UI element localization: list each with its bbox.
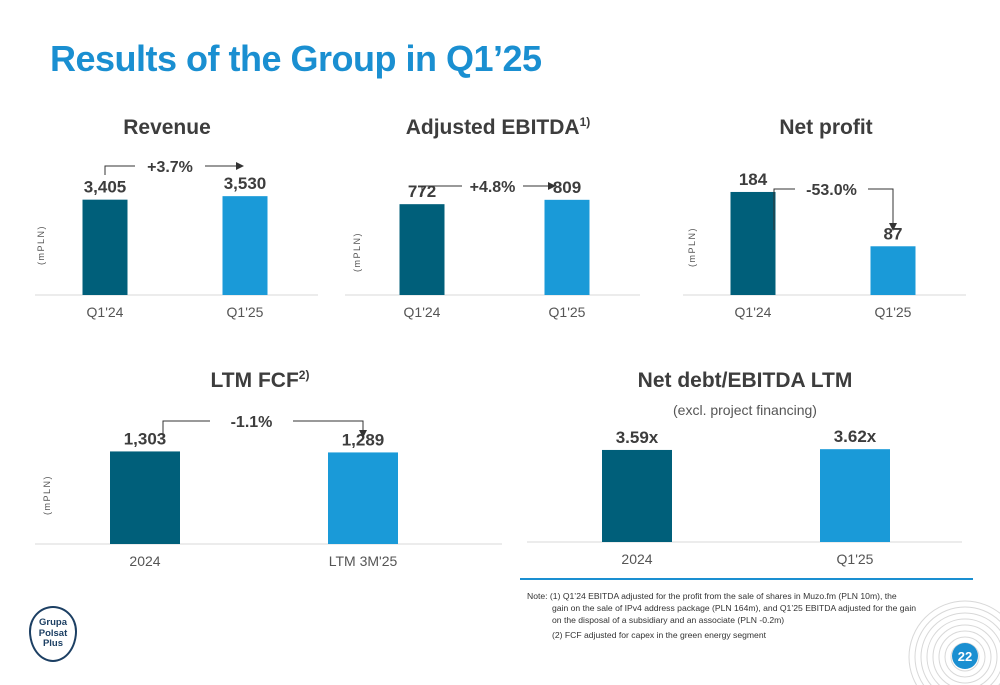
page-title: Results of the Group in Q1’25 — [50, 38, 542, 79]
chart-1-category-label-2: Q1'25 — [227, 304, 264, 320]
footnotes: Note: (1) Q1’24 EBITDA adjusted for the … — [527, 590, 957, 641]
chart-5-value-label-1: 3.59x — [616, 428, 659, 447]
chart-4-bar-2 — [328, 452, 398, 544]
chart-5-bar-1 — [602, 449, 672, 542]
chart-3-bar-2 — [870, 246, 916, 295]
footnote-line-2: gain on the sale of IPv4 address package… — [552, 603, 917, 613]
chart-1-bar-2 — [222, 196, 268, 295]
footnote-line-3: on the disposal of a subsidiary and an a… — [552, 615, 785, 625]
logo-text: Grupa Polsat Plus — [38, 617, 68, 650]
chart-1-title: Revenue — [123, 116, 211, 139]
chart-1-unit-label: (mPLN) — [36, 225, 46, 265]
company-logo: Grupa Polsat Plus — [29, 606, 77, 662]
chart-3-title: Net profit — [779, 116, 872, 139]
chart-4-change-label: -1.1% — [231, 414, 273, 431]
chart-5-title: Net debt/EBITDA LTM — [638, 369, 853, 392]
chart-1-value-label-1: 3,405 — [84, 178, 127, 197]
chart-5-category-label-2: Q1'25 — [837, 551, 874, 567]
chart-3-category-label-1: Q1'24 — [735, 304, 772, 320]
chart-2-category-label-2: Q1'25 — [549, 304, 586, 320]
chart-4-title: LTM FCF2) — [211, 368, 310, 392]
chart-3-change-arrow — [868, 188, 897, 231]
chart-4-unit-label: (mPLN) — [42, 475, 52, 515]
chart-2-category-label-1: Q1'24 — [404, 304, 441, 320]
chart-1-change-label: +3.7% — [147, 159, 193, 176]
chart-5-bar-2 — [820, 449, 890, 542]
chart-1-change-connector-left — [104, 165, 135, 175]
chart-5-value-label-2: 3.62x — [834, 427, 877, 446]
chart-4-change-arrow — [293, 420, 367, 438]
chart-4-change-connector-left — [162, 420, 210, 437]
chart-3-unit-label: (mPLN) — [687, 227, 697, 267]
chart-3-value-label-2: 87 — [884, 224, 903, 243]
chart-5-category-label-1: 2024 — [621, 551, 652, 567]
chart-2-title: Adjusted EBITDA1) — [406, 115, 591, 139]
footnote-line-4: (2) FCF adjusted for capex in the green … — [552, 630, 767, 640]
chart-2-bar-2 — [544, 199, 590, 295]
chart-3-category-label-2: Q1'25 — [875, 304, 912, 320]
chart-4-value-label-1: 1,303 — [124, 429, 167, 448]
chart-5-subtitle: (excl. project financing) — [673, 402, 817, 418]
notes-divider — [520, 578, 973, 580]
chart-3-change-connector-left — [773, 188, 795, 230]
chart-4-bar-1 — [110, 451, 180, 544]
chart-4-value-label-2: 1,289 — [342, 430, 385, 449]
chart-2-change-label: +4.8% — [470, 179, 516, 196]
chart-4-category-label-2: LTM 3M'25 — [329, 553, 398, 569]
decorative-circles — [908, 600, 1000, 685]
chart-2-bar-1 — [399, 204, 445, 295]
chart-2-value-label-2: 809 — [553, 178, 581, 197]
chart-1-bar-1 — [82, 199, 128, 295]
page-number: 22 — [952, 643, 978, 669]
chart-1-value-label-2: 3,530 — [224, 174, 267, 193]
footnote-line-1: Note: (1) Q1’24 EBITDA adjusted for the … — [527, 591, 897, 601]
chart-3-change-label: -53.0% — [806, 182, 857, 199]
chart-2-change-connector-left — [421, 185, 462, 196]
chart-3-bar-1 — [730, 191, 776, 295]
chart-4-category-label-1: 2024 — [129, 553, 160, 569]
chart-1-category-label-1: Q1'24 — [87, 304, 124, 320]
chart-3-value-label-1: 184 — [739, 170, 768, 189]
chart-2-unit-label: (mPLN) — [352, 232, 362, 272]
